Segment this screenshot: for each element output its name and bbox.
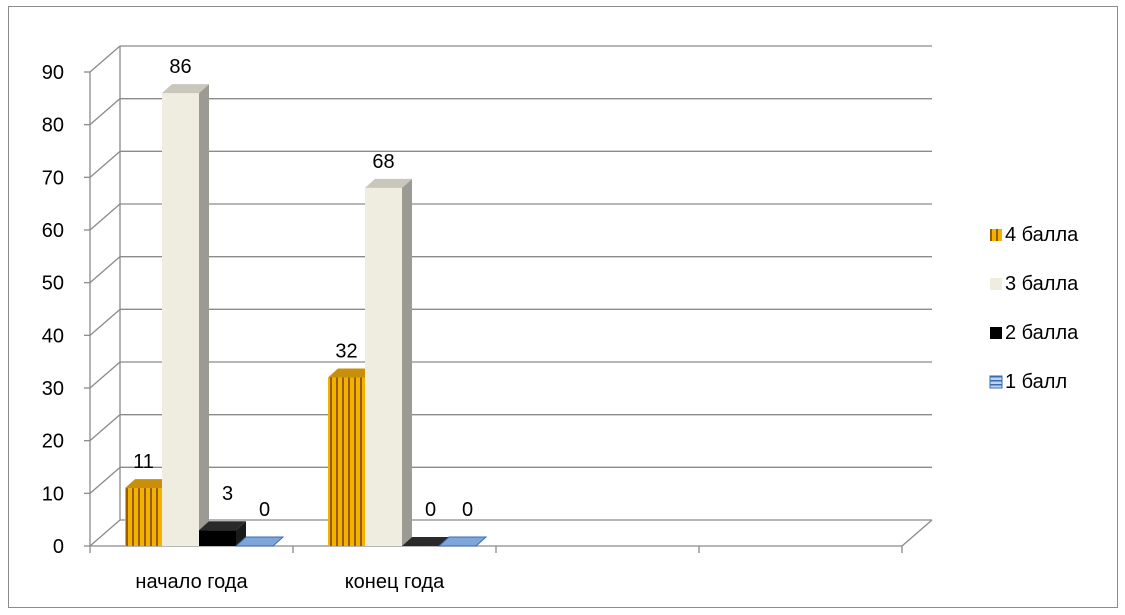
y-tick-label: 0	[53, 536, 64, 558]
bar-top	[234, 536, 285, 547]
bar	[199, 521, 246, 546]
bar-top	[162, 84, 209, 94]
gridline-depth	[89, 414, 121, 442]
bars	[125, 84, 488, 547]
gridline-depth	[89, 256, 121, 284]
bar	[234, 536, 285, 547]
legend-swatch	[989, 375, 1003, 389]
legend-item: 4 балла	[990, 224, 1079, 246]
gridline-depth	[89, 519, 121, 547]
legend-item: 2 балла	[990, 322, 1079, 344]
gridline-depth	[89, 361, 121, 389]
gridline-depth	[89, 203, 121, 231]
gridline-depth	[89, 98, 121, 126]
bar	[402, 537, 449, 546]
legend-label: 1 балл	[1005, 371, 1067, 393]
bar-front	[328, 377, 365, 546]
bar-side	[402, 178, 412, 546]
data-label: 11	[133, 451, 154, 473]
bar-top	[328, 368, 375, 378]
bar-front	[199, 530, 236, 546]
y-tick-label: 20	[42, 431, 64, 453]
data-label: 0	[259, 499, 270, 521]
y-tick-label: 10	[42, 483, 64, 505]
grid	[89, 45, 932, 547]
bar-front	[125, 488, 162, 546]
y-tick-label: 50	[42, 273, 64, 295]
data-label: 0	[425, 499, 436, 521]
legend-label: 2 балла	[1005, 322, 1079, 344]
floor-edge	[901, 519, 933, 547]
data-label: 0	[462, 499, 473, 521]
legend-swatch	[990, 278, 1002, 290]
gridline-depth	[89, 45, 121, 73]
data-label: 3	[222, 483, 233, 505]
y-tick-label: 30	[42, 378, 64, 400]
bar-top	[125, 479, 172, 489]
bar-top	[437, 536, 488, 547]
legend-swatch	[990, 229, 1002, 241]
labels: начало года конец года 11 32 86 68 3 0 0 0	[133, 56, 473, 593]
legend-item: 3 балла	[990, 273, 1079, 295]
x-tick-label: конец года	[345, 571, 445, 593]
gridline-depth	[89, 308, 121, 336]
y-tick-label: 60	[42, 220, 64, 242]
legend-swatch	[990, 327, 1002, 339]
bar-side	[199, 84, 209, 547]
data-label: 32	[335, 340, 357, 362]
bar-top	[402, 537, 449, 546]
y-tick-label: 40	[42, 325, 64, 347]
bar-side	[236, 521, 246, 546]
legend-item: 1 балл	[989, 371, 1067, 393]
bar	[365, 178, 412, 546]
legend: 4 балла 3 балла 2 балла 1 балл	[989, 224, 1079, 393]
gridline-depth	[89, 466, 121, 494]
data-label: 86	[169, 56, 191, 78]
x-tick-label: начало года	[135, 571, 248, 593]
bar-top	[365, 178, 412, 188]
legend-label: 3 балла	[1005, 273, 1079, 295]
bar	[162, 84, 209, 547]
bar-top	[199, 521, 246, 531]
bar	[437, 536, 488, 547]
bar-front	[365, 187, 402, 546]
y-tick-label: 80	[42, 115, 64, 137]
y-tick-label: 70	[42, 167, 64, 189]
bar-front	[162, 93, 199, 547]
y-tick-label: 90	[42, 62, 64, 84]
legend-label: 4 балла	[1005, 224, 1079, 246]
data-label: 68	[372, 151, 394, 173]
gridline-depth	[89, 150, 121, 178]
